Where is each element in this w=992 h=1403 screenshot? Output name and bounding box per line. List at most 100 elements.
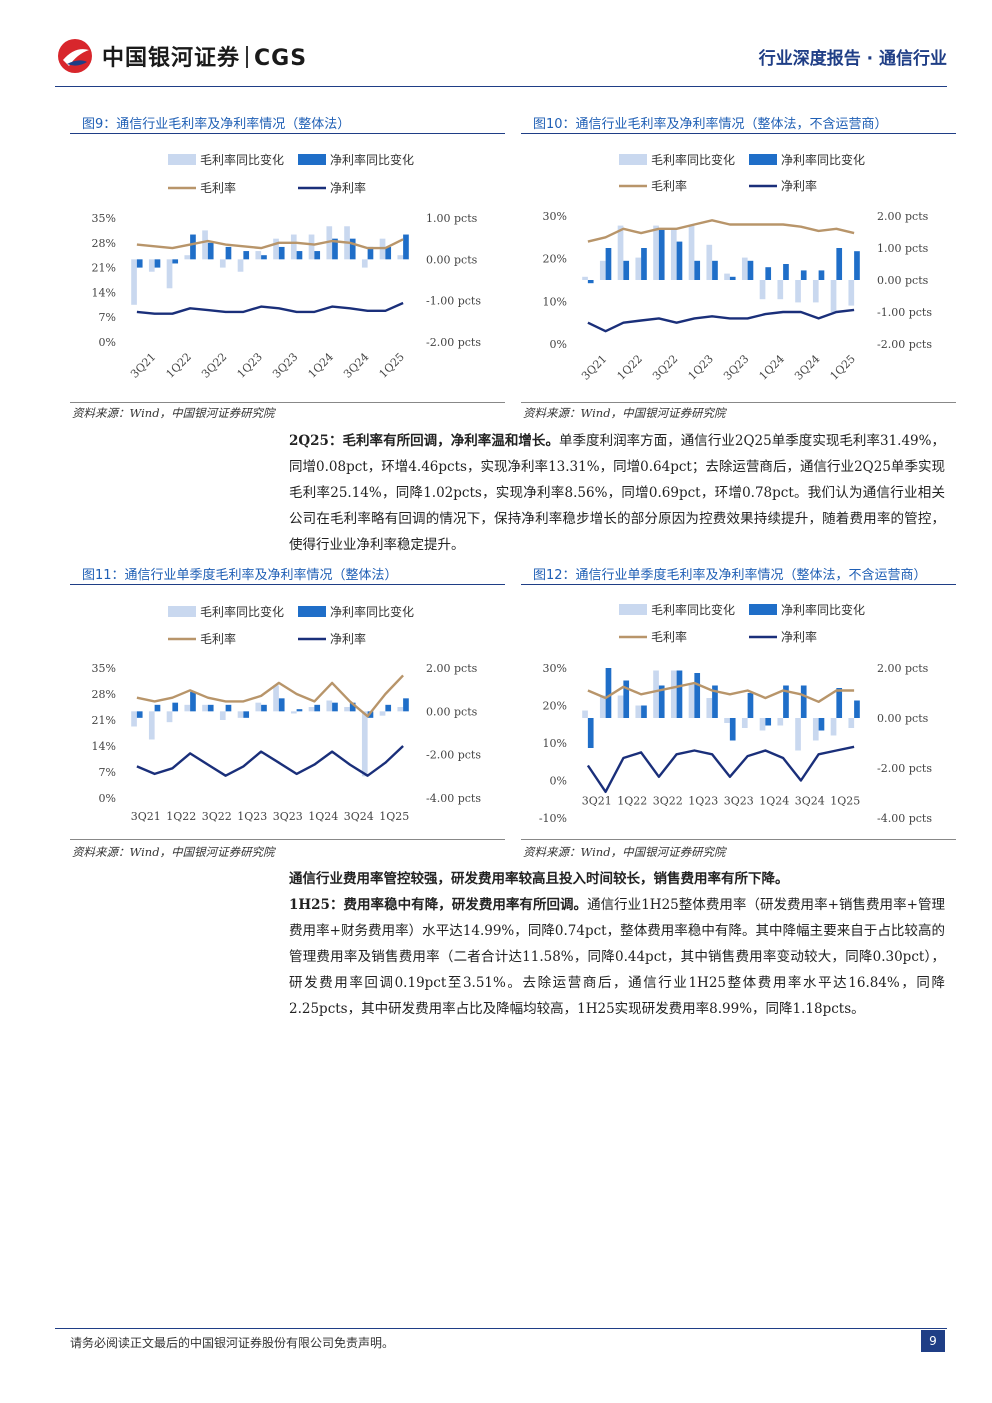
brand-cn: 中国银河证券 <box>102 46 241 71</box>
bar-gross-change <box>326 226 333 260</box>
bar-gross-change <box>599 260 606 280</box>
bar-net-change <box>278 246 285 260</box>
bar-gross-change <box>670 670 677 718</box>
x-tick-label: 3Q23 <box>721 352 751 382</box>
x-tick-label: 3Q23 <box>724 795 754 808</box>
bar-net-change <box>641 705 647 718</box>
bar-net-change <box>747 260 754 280</box>
bar-net-change <box>314 704 321 712</box>
bar-gross-change <box>848 280 855 306</box>
x-tick-label: 3Q22 <box>650 352 680 382</box>
left-tick-label: 20% <box>543 253 567 266</box>
right-tick-label: -2.00 pcts <box>877 762 932 775</box>
legend-label-gross-change: 毛利率同比变化 <box>651 602 735 617</box>
right-tick-label: 0.00 pcts <box>877 712 929 725</box>
paragraph-1h25: 1H25：费用率稳中有降，研发费用率有所回调。通信行业1H25整体费用率（研发费… <box>289 892 945 1022</box>
bar-gross-change <box>759 718 766 731</box>
bar-gross-change <box>237 259 244 272</box>
legend-swatch-net-change <box>749 604 777 615</box>
right-tick-label: 0.00 pcts <box>426 705 478 718</box>
bar-gross-change <box>202 704 208 712</box>
bar-gross-change <box>148 711 155 740</box>
bar-gross-change <box>706 698 713 718</box>
legend-label-gross-change: 毛利率同比变化 <box>200 152 284 167</box>
bar-net-change <box>332 702 338 712</box>
footer-rule <box>55 1328 947 1329</box>
bar-net-change <box>296 251 303 260</box>
bar-gross-change <box>290 711 297 714</box>
x-tick-label: 1Q22 <box>166 810 196 823</box>
left-tick-label: 7% <box>99 311 116 324</box>
line-gross-margin <box>136 674 404 718</box>
x-tick-label: 3Q22 <box>653 795 683 808</box>
bar-gross-change <box>830 280 837 312</box>
fig12-title: 图12：通信行业单季度毛利率及净利率情况（整体法，不含运营商） <box>533 568 927 583</box>
right-tick-label: 1.00 pcts <box>426 212 478 225</box>
left-tick-label: 28% <box>92 688 116 701</box>
bar-gross-change <box>184 704 191 712</box>
line-net-margin <box>136 301 404 315</box>
left-tick-label: 0% <box>99 336 116 349</box>
bar-net-change <box>623 260 630 280</box>
bar-gross-change <box>795 718 801 751</box>
legend-swatch-gross-change <box>168 606 196 617</box>
bar-gross-change <box>237 711 244 718</box>
bar-net-change <box>836 688 843 718</box>
bar-gross-change <box>166 711 173 723</box>
legend-label-net: 净利率 <box>330 631 366 646</box>
x-tick-label: 3Q24 <box>344 810 374 823</box>
bar-gross-change <box>273 685 279 712</box>
bar-net-change <box>261 704 267 712</box>
paragraph-1h25-lead: 1H25：费用率稳中有降，研发费用率有所回调。 <box>289 897 588 913</box>
right-tick-label: 1.00 pcts <box>877 242 929 255</box>
bar-net-change <box>712 685 718 718</box>
right-tick-label: -2.00 pcts <box>426 336 481 349</box>
x-tick-label: 1Q23 <box>686 352 716 382</box>
x-tick-label: 1Q22 <box>164 350 194 380</box>
bar-gross-change <box>795 280 801 303</box>
bar-net-change <box>783 264 789 280</box>
bar-net-change <box>658 228 665 280</box>
left-tick-label: -10% <box>539 812 567 825</box>
legend-label-net: 净利率 <box>781 629 817 644</box>
bar-net-change <box>729 276 736 280</box>
paragraph-2q25-lead: 2Q25：毛利率有所回调，净利率温和增长。 <box>289 433 559 449</box>
bar-net-change <box>172 702 179 712</box>
bar-gross-change <box>255 251 262 260</box>
bar-gross-change <box>184 255 191 260</box>
bar-net-change <box>747 693 754 718</box>
right-tick-label: 0.00 pcts <box>877 274 929 287</box>
bar-net-change <box>261 255 267 260</box>
cgs-logo-icon <box>58 39 92 73</box>
left-tick-label: 30% <box>543 210 567 223</box>
bar-gross-change <box>599 695 606 718</box>
bar-gross-change <box>688 225 695 280</box>
x-tick-label: 1Q24 <box>306 350 336 380</box>
bar-net-change <box>605 248 612 280</box>
x-tick-label: 1Q24 <box>757 352 787 382</box>
fig10-source-rule <box>521 402 956 403</box>
bar-net-change <box>172 259 179 264</box>
x-tick-label: 1Q23 <box>688 795 718 808</box>
bar-gross-change <box>635 257 642 280</box>
x-tick-label: 3Q24 <box>792 352 822 382</box>
bar-gross-change <box>397 707 404 712</box>
left-tick-label: 30% <box>543 662 567 675</box>
bar-net-change <box>605 668 612 718</box>
bar-net-change <box>367 246 374 260</box>
x-tick-label: 3Q22 <box>199 350 229 380</box>
bar-gross-change <box>326 700 333 712</box>
right-tick-label: -4.00 pcts <box>877 812 932 825</box>
left-tick-label: 14% <box>92 740 116 753</box>
bar-net-change <box>712 260 718 280</box>
bar-gross-change <box>219 259 226 268</box>
x-tick-label: 1Q25 <box>830 795 860 808</box>
fig11-title: 图11：通信行业单季度毛利率及净利率情况（整体法） <box>82 568 398 583</box>
bar-gross-change <box>148 259 155 272</box>
legend-label-net-change: 净利率同比变化 <box>330 604 414 619</box>
paragraph-2q25-body: 单季度利润率方面，通信行业2Q25单季度实现毛利率31.49%，同增0.08pc… <box>289 433 945 553</box>
x-tick-label: 1Q25 <box>828 352 858 382</box>
bar-gross-change <box>635 705 642 718</box>
fig10-rule <box>521 133 956 134</box>
